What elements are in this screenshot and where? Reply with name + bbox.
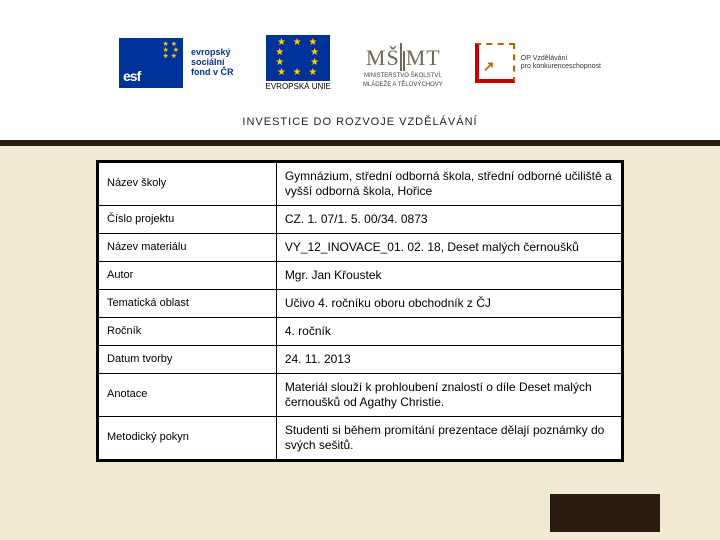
- table-row: Ročník4. ročník: [99, 318, 622, 346]
- op-arrow-icon: ↗: [483, 58, 495, 75]
- row-label: Číslo projektu: [99, 206, 277, 234]
- header-band: ★ ★★ ★★ ★ esf evropský sociální fond v Č…: [0, 0, 720, 140]
- eu-logo: ★ ★ ★★ ★★ ★★ ★ ★ EVROPSKÁ UNIE: [266, 35, 331, 92]
- eu-stars-icon: ★ ★ ★★ ★★ ★★ ★ ★: [275, 38, 321, 78]
- row-value: Gymnázium, střední odborná škola, středn…: [276, 163, 621, 206]
- table-row: Číslo projektuCZ. 1. 07/1. 5. 00/34. 087…: [99, 206, 622, 234]
- row-label: Metodický pokyn: [99, 417, 277, 460]
- logo-row: ★ ★★ ★★ ★ esf evropský sociální fond v Č…: [110, 18, 610, 108]
- msmt-logo-icon: MŠ MT: [366, 37, 440, 71]
- esf-flag-text: esf: [123, 68, 140, 84]
- table-body: Název školyGymnázium, střední odborná šk…: [99, 163, 622, 460]
- row-value: VY_12_INOVACE_01. 02. 18, Deset malých č…: [276, 234, 621, 262]
- msmt-label-line2: MLÁDEŽE A TĚLOVÝCHOVY: [363, 82, 443, 89]
- row-value: CZ. 1. 07/1. 5. 00/34. 0873: [276, 206, 621, 234]
- esf-label-line3: fond v ČR: [191, 68, 234, 78]
- msmt-logo: MŠ MT MINISTERSTVO ŠKOLSTVÍ, MLÁDEŽE A T…: [363, 37, 443, 88]
- row-value: Studenti si během promítání prezentace d…: [276, 417, 621, 460]
- table: Název školyGymnázium, střední odborná šk…: [98, 162, 622, 460]
- op-label-line1: OP Vzdělávání: [521, 55, 601, 63]
- op-logo: ↗ OP Vzdělávání pro konkurenceschopnost: [475, 43, 601, 83]
- op-square-icon: ↗: [475, 43, 515, 83]
- row-label: Název školy: [99, 163, 277, 206]
- table-row: Datum tvorby24. 11. 2013: [99, 346, 622, 374]
- divider-line: [0, 140, 720, 146]
- metadata-table: Název školyGymnázium, střední odborná šk…: [96, 160, 624, 462]
- msmt-label-line1: MINISTERSTVO ŠKOLSTVÍ,: [364, 73, 442, 80]
- op-label-line2: pro konkurenceschopnost: [521, 63, 601, 71]
- row-value: 4. ročník: [276, 318, 621, 346]
- row-value: Učivo 4. ročníku oboru obchodník z ČJ: [276, 290, 621, 318]
- row-value: Mgr. Jan Křoustek: [276, 262, 621, 290]
- esf-flag-icon: ★ ★★ ★★ ★ esf: [119, 38, 183, 88]
- row-value: 24. 11. 2013: [276, 346, 621, 374]
- row-label: Anotace: [99, 374, 277, 417]
- esf-logo: ★ ★★ ★★ ★ esf evropský sociální fond v Č…: [119, 38, 234, 88]
- row-label: Tematická oblast: [99, 290, 277, 318]
- row-label: Datum tvorby: [99, 346, 277, 374]
- table-row: Tematická oblastUčivo 4. ročníku oboru o…: [99, 290, 622, 318]
- slide: ★ ★★ ★★ ★ esf evropský sociální fond v Č…: [0, 0, 720, 540]
- table-row: Název školyGymnázium, střední odborná šk…: [99, 163, 622, 206]
- table-row: AutorMgr. Jan Křoustek: [99, 262, 622, 290]
- eu-flag-icon: ★ ★ ★★ ★★ ★★ ★ ★: [266, 35, 330, 81]
- row-value: Materiál slouží k prohloubení znalostí o…: [276, 374, 621, 417]
- esf-label: evropský sociální fond v ČR: [191, 48, 234, 78]
- table-row: Název materiáluVY_12_INOVACE_01. 02. 18,…: [99, 234, 622, 262]
- header-subhead: INVESTICE DO ROZVOJE VZDĚLÁVÁNÍ: [0, 116, 720, 128]
- footer-block: [550, 494, 660, 532]
- row-label: Ročník: [99, 318, 277, 346]
- table-row: AnotaceMateriál slouží k prohloubení zna…: [99, 374, 622, 417]
- table-row: Metodický pokynStudenti si během promítá…: [99, 417, 622, 460]
- eu-label: EVROPSKÁ UNIE: [266, 83, 331, 92]
- row-label: Název materiálu: [99, 234, 277, 262]
- row-label: Autor: [99, 262, 277, 290]
- op-label: OP Vzdělávání pro konkurenceschopnost: [521, 55, 601, 70]
- esf-stars-icon: ★ ★★ ★★ ★: [163, 42, 179, 60]
